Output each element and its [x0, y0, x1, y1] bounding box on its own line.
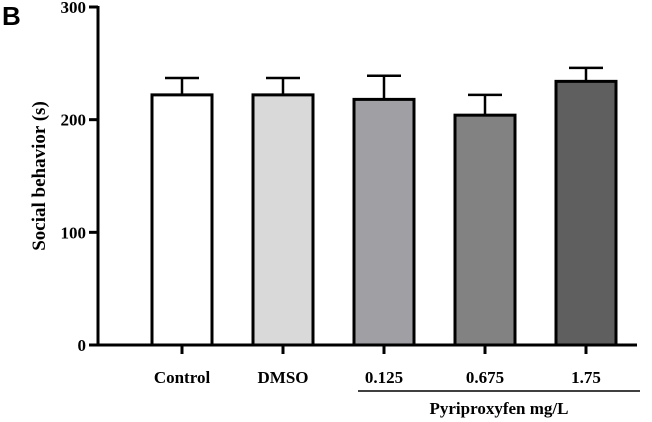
bar-1-75	[554, 79, 618, 347]
y-tick-label-200: 200	[61, 111, 87, 130]
bar-dmso	[251, 93, 315, 347]
group-label: Pyriproxyfen mg/L	[430, 399, 569, 418]
y-tick-label-300: 300	[61, 0, 87, 17]
y-tick-label-100: 100	[61, 223, 87, 242]
panel-letter: B	[2, 1, 21, 31]
x-tick-label-0-125: 0.125	[365, 368, 403, 387]
x-tick-label-control: Control	[154, 368, 211, 387]
axes-layer: 0 100 200 300 Control DMSO 0.125 0.675 1.75Pyrip…	[61, 0, 640, 418]
bars-layer	[150, 66, 618, 347]
bar-0-125	[352, 97, 416, 347]
x-tick-label-dmso: DMSO	[258, 368, 309, 387]
y-axis-title: Social behavior (s)	[29, 101, 50, 251]
bar-control	[150, 93, 214, 347]
y-tick-label-0: 0	[78, 336, 87, 355]
bar-0-675	[453, 113, 517, 347]
x-tick-label-1-75: 1.75	[571, 368, 601, 387]
x-tick-label-0-675: 0.675	[466, 368, 504, 387]
